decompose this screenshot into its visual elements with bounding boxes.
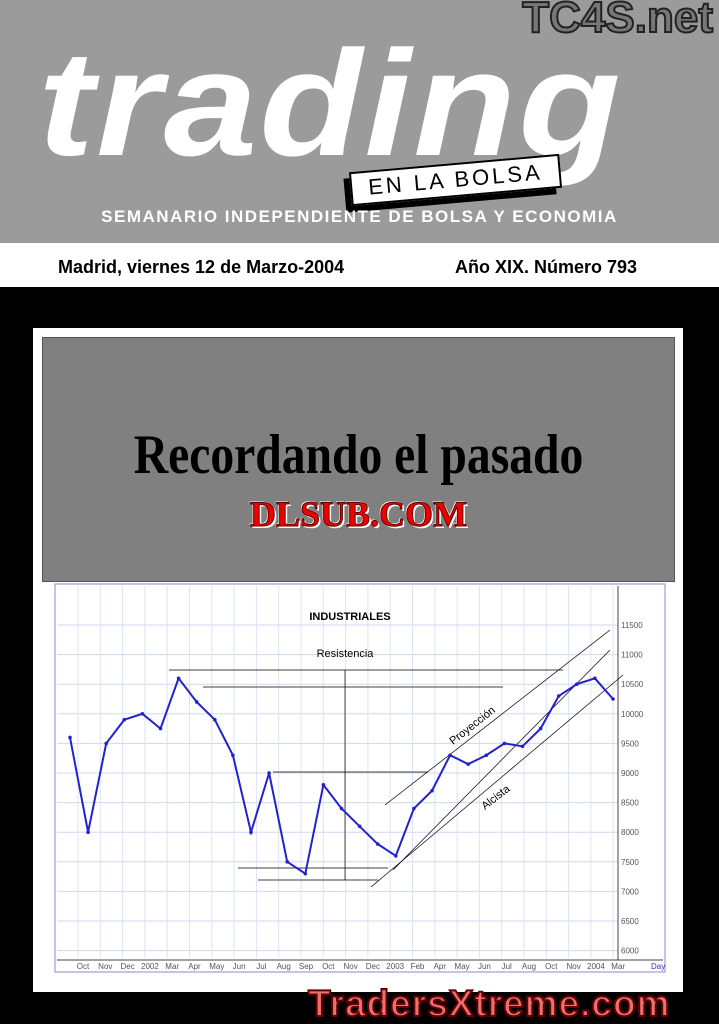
y-tick-label: 7500 [621,858,639,867]
data-point [466,762,471,766]
x-tick-label: Nov [566,962,580,971]
y-tick-label: 10000 [621,710,644,719]
projection-channel [384,629,611,806]
dow-chart: INDUSTRIALES Resistencia Proyección Alci… [54,583,666,973]
data-point [321,783,326,787]
data-point [484,753,489,758]
x-tick-label: Apr [434,962,447,971]
chart-title: INDUSTRIALES [309,611,390,623]
dateline: Madrid, viernes 12 de Marzo-2004 Año XIX… [0,243,719,287]
data-point [556,694,561,698]
data-point [285,860,289,864]
data-point [339,806,344,811]
x-tick-label: Jul [256,962,266,971]
trend-channel [370,674,624,888]
data-point [176,676,181,681]
issue-date: Madrid, viernes 12 de Marzo-2004 [58,257,345,277]
x-tick-label: Jun [233,962,246,971]
y-tick-label: 8500 [621,799,639,808]
x-unit-label: Day [651,962,665,971]
data-point [412,806,416,811]
x-tick-label: 2004 [587,962,605,971]
data-point [430,788,434,793]
data-point [593,676,597,681]
data-point [611,697,615,701]
masthead: trading TC4S.net EN LA BOLSA SEMANARIO I… [0,0,719,243]
data-point [104,741,108,746]
data-point [194,700,199,704]
x-tick-label: Oct [77,962,90,971]
chart-frame [54,583,666,973]
watermark: TradersXtreme.com [307,983,671,1024]
data-point [448,753,452,758]
y-tick-label: 8000 [621,828,639,837]
y-tick-label: 10500 [621,680,644,689]
data-point [502,741,507,746]
data-point [538,726,543,731]
data-point [375,842,380,846]
x-tick-label: Dec [120,962,134,971]
cover-title: Recordando el pasado [133,424,584,486]
y-tick-label: 11000 [621,651,643,660]
y-tick-label: 9500 [621,739,639,748]
data-point [575,682,579,686]
brand-logo: trading [38,19,623,187]
data-point [158,726,163,731]
x-tick-label: Jul [502,962,512,971]
x-tick-label: 2003 [386,962,404,971]
x-tick-label: Aug [277,962,291,971]
x-tick-label: Feb [411,962,425,971]
title-box: Recordando el pasado DLSUB.COM [42,337,675,582]
data-point [213,717,217,722]
x-tick-label: Oct [322,962,335,971]
x-tick-label: Mar [165,962,179,971]
x-tick-label: Jun [478,962,491,971]
data-point [86,830,90,834]
y-tick-label: 11500 [621,621,643,630]
x-tick-label: Sep [299,962,314,971]
data-point [357,824,362,829]
data-point [303,871,308,876]
x-tick-label: Nov [343,962,357,971]
y-tick-label: 6500 [621,917,639,926]
data-point [520,744,525,749]
x-tick-label: Oct [545,962,558,971]
y-tick-label: 9000 [621,769,639,778]
data-point [68,735,72,740]
dlsub-logo: DLSUB.COM [249,494,468,535]
data-point [249,830,253,834]
y-tick-label: 7000 [621,887,639,896]
y-tick-label: 6000 [621,947,639,956]
site-logo: TC4S.net [521,0,714,42]
issue-number: Año XIX. Número 793 [455,257,638,277]
data-point [394,854,398,858]
x-tick-label: May [209,962,224,971]
x-tick-label: Dec [366,962,380,971]
data-point [140,712,145,716]
data-point [267,771,271,775]
x-tick-label: May [455,962,470,971]
data-point [122,717,127,722]
x-tick-label: Nov [98,962,112,971]
cover-card: Recordando el pasado DLSUB.COM INDUSTRIA… [33,328,683,992]
x-tick-label: Mar [611,962,625,971]
x-tick-label: Apr [188,962,201,971]
x-tick-label: 2002 [141,962,159,971]
data-point [231,753,235,758]
resistance-label: Resistencia [317,648,375,660]
subtitle: SEMANARIO INDEPENDIENTE DE BOLSA Y ECONO… [101,207,618,226]
x-tick-label: Aug [522,962,536,971]
